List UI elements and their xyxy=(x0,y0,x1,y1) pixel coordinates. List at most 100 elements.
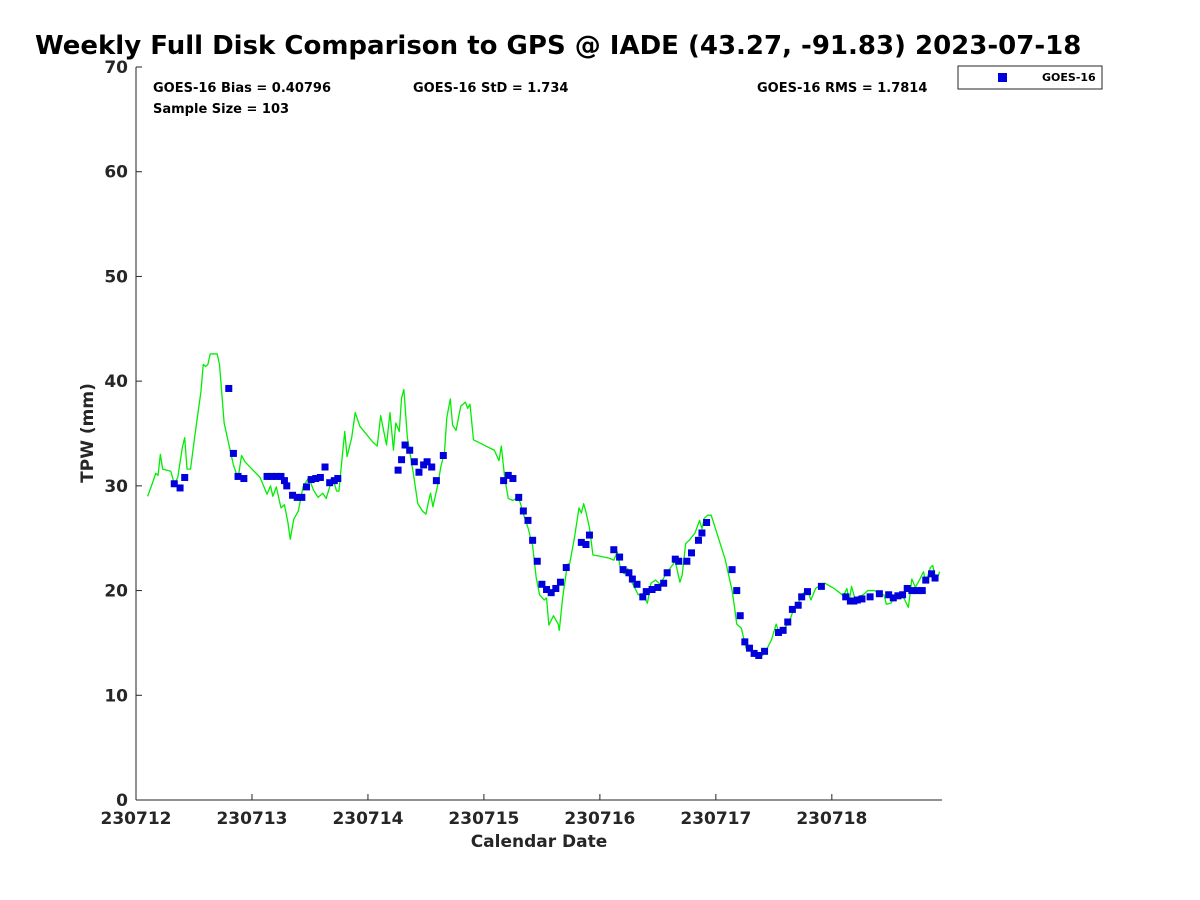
goes16-point xyxy=(582,541,590,548)
goes16-point xyxy=(515,493,523,501)
goes16-point xyxy=(853,596,861,604)
goes16-point xyxy=(619,566,627,574)
goes16-point xyxy=(302,483,310,491)
legend-label-goes16: GOES-16 xyxy=(1042,71,1096,84)
goes16-point xyxy=(263,472,271,480)
goes16-point xyxy=(688,549,695,557)
goes16-point xyxy=(533,557,541,565)
y-axis-label: TPW (mm) xyxy=(78,383,98,483)
goes16-point xyxy=(519,507,527,515)
goes16-point xyxy=(894,592,902,600)
goes16-point xyxy=(524,516,532,524)
y-tick-label: 70 xyxy=(104,58,128,78)
bias-stat: GOES-16 Bias = 0.40796 xyxy=(153,81,331,96)
goes16-point xyxy=(745,644,753,652)
goes16-point xyxy=(289,491,297,499)
goes16-point xyxy=(931,574,939,582)
goes16-point xyxy=(885,591,893,599)
y-tick-label: 60 xyxy=(104,163,128,183)
goes16-point xyxy=(432,477,440,485)
goes16-point xyxy=(875,590,883,598)
goes16-point xyxy=(529,536,537,544)
goes16-point xyxy=(866,593,874,601)
goes16-point xyxy=(415,468,423,476)
x-tick-label: 230715 xyxy=(448,809,519,829)
y-axis-ticks: 0 10 20 30 40 50 60 70 xyxy=(104,58,142,811)
goes16-point xyxy=(633,580,641,588)
goes16-point xyxy=(642,588,650,596)
legend: GOES-16 xyxy=(957,65,1103,90)
goes16-point xyxy=(628,575,636,583)
goes16-point xyxy=(728,566,736,574)
goes16-point xyxy=(556,578,564,586)
goes16-point xyxy=(736,612,744,620)
x-tick-label: 230713 xyxy=(216,809,287,829)
goes16-point xyxy=(899,591,907,599)
y-tick-label: 30 xyxy=(104,477,128,497)
goes16-point xyxy=(240,475,248,483)
goes16-point xyxy=(908,587,916,595)
goes16-point xyxy=(903,584,911,592)
goes16-point xyxy=(428,463,436,471)
series-layer xyxy=(146,353,941,659)
goes16-point xyxy=(654,583,662,591)
goes16-point xyxy=(234,472,242,480)
goes16-point xyxy=(538,580,546,588)
goes16-point xyxy=(585,531,593,539)
goes16-point xyxy=(928,570,936,578)
std-stat: GOES-16 StD = 1.734 xyxy=(413,81,568,96)
legend-box xyxy=(957,65,1103,90)
chart-title: Weekly Full Disk Comparison to GPS @ IAD… xyxy=(35,31,1081,61)
y-tick-label: 0 xyxy=(116,791,128,811)
goes16-point xyxy=(761,647,769,655)
goes16-point xyxy=(406,446,414,454)
goes16-point xyxy=(423,458,431,466)
goes16-point xyxy=(741,638,749,646)
y-tick-label: 20 xyxy=(104,582,128,602)
x-tick-label: 230717 xyxy=(680,809,751,829)
goes16-point xyxy=(639,593,647,601)
goes16-point xyxy=(889,594,897,602)
goes16-point xyxy=(698,529,706,537)
y-tick-label: 10 xyxy=(104,686,128,706)
goes16-point xyxy=(500,477,508,485)
goes16-point xyxy=(439,451,447,459)
goes16-point xyxy=(798,593,806,601)
goes16-point xyxy=(552,584,560,592)
goes16-point xyxy=(293,493,301,501)
goes16-point xyxy=(842,593,850,601)
goes16-point xyxy=(509,475,517,483)
goes16-point xyxy=(703,519,711,527)
goes16-point xyxy=(229,449,237,457)
x-axis-label: Calendar Date xyxy=(471,832,608,852)
sample-size-stat: Sample Size = 103 xyxy=(153,102,289,117)
plot-frame xyxy=(135,67,942,801)
legend-marker-goes16 xyxy=(998,73,1007,82)
goes16-point xyxy=(316,473,324,481)
goes16-point xyxy=(398,456,406,464)
goes16-point xyxy=(694,536,702,544)
goes16-point xyxy=(410,458,418,466)
goes16-point xyxy=(543,586,551,594)
goes16-point xyxy=(298,493,306,501)
x-tick-label: 230714 xyxy=(332,809,403,829)
rms-stat: GOES-16 RMS = 1.7814 xyxy=(757,81,927,96)
goes16-point xyxy=(616,553,624,561)
goes16-point xyxy=(610,546,618,554)
goes16-point xyxy=(307,476,315,484)
goes16-point xyxy=(755,651,763,659)
x-tick-label: 230718 xyxy=(796,809,867,829)
goes16-point xyxy=(675,557,683,565)
x-tick-label: 230716 xyxy=(564,809,635,829)
goes16-point xyxy=(660,579,668,587)
goes16-point xyxy=(922,576,930,584)
goes16-point xyxy=(858,595,866,603)
goes16-point xyxy=(277,472,285,480)
goes16-point xyxy=(394,466,402,474)
goes16-point xyxy=(547,589,555,597)
goes16-point xyxy=(817,582,825,590)
x-tick-label: 230712 xyxy=(101,809,172,829)
goes16-point xyxy=(326,479,334,487)
goes16-point xyxy=(663,569,671,577)
